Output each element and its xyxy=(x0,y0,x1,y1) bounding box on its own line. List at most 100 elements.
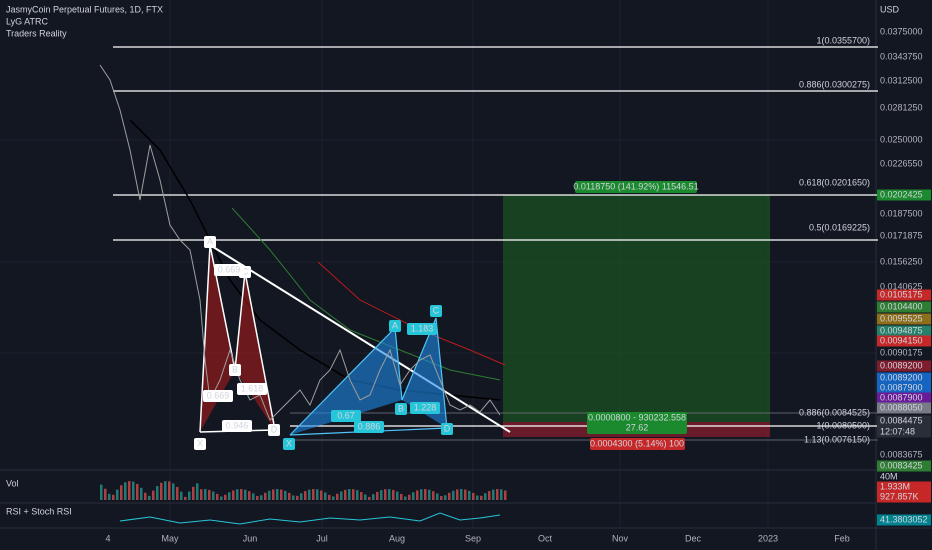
pattern-label-bg xyxy=(229,364,241,376)
pattern-label: 1.618 xyxy=(241,383,264,393)
volume-bar xyxy=(500,489,503,500)
volume-bar xyxy=(492,489,495,500)
volume-bar xyxy=(284,490,287,500)
price-tag xyxy=(877,426,931,438)
price-tag xyxy=(877,392,931,404)
price-tag xyxy=(877,189,931,201)
volume-bar xyxy=(252,493,255,500)
price-tag-label: 0.0087900 xyxy=(880,392,923,402)
volume-bar xyxy=(320,490,323,500)
volume-bar xyxy=(356,490,359,500)
volume-bar xyxy=(440,496,443,500)
volume-bar xyxy=(476,495,479,500)
volume-bar xyxy=(132,481,135,500)
pattern-label-bg xyxy=(407,323,437,335)
volume-bar xyxy=(344,489,347,500)
price-tag xyxy=(877,460,931,472)
time-label: 2023 xyxy=(758,533,778,543)
pattern-label: A xyxy=(207,236,213,246)
pattern-label-bg xyxy=(389,320,401,332)
pattern-2 xyxy=(289,317,448,436)
position-entry: 0.0000800 - 930232.558 xyxy=(588,412,686,422)
indicator-label: LyG ATRC xyxy=(6,16,49,26)
volume-bar xyxy=(184,496,187,500)
price-tag-label: 0.0095525 xyxy=(880,313,923,323)
volume-bar xyxy=(448,492,451,500)
volume-bar xyxy=(412,492,415,500)
pattern-label: A xyxy=(392,320,398,330)
indicator-label: Traders Reality xyxy=(6,28,67,38)
pattern-label-bg xyxy=(354,421,384,433)
price-tag-label: 0.0104400 xyxy=(880,301,923,311)
volume-bar xyxy=(108,493,111,500)
volume-bar xyxy=(256,495,259,500)
pattern-label: D xyxy=(271,424,278,434)
pattern-label: 1.228 xyxy=(414,402,437,412)
pattern-label: X xyxy=(197,438,203,448)
volume-bar xyxy=(100,484,103,500)
volume-bar xyxy=(460,489,463,500)
volume-bar xyxy=(172,483,175,500)
pattern-label-bg xyxy=(283,438,295,450)
volume-bar xyxy=(408,494,411,500)
time-label: Jul xyxy=(316,533,328,543)
pattern-label: 0.67 xyxy=(337,410,355,420)
volume-bar xyxy=(116,489,119,500)
ma-line xyxy=(231,207,501,381)
price-label: 0.0156250 xyxy=(880,256,923,266)
price-tag xyxy=(877,514,931,526)
time-label: Jun xyxy=(243,533,258,543)
pattern-label: 1.183 xyxy=(411,323,434,333)
volume-bar xyxy=(352,489,355,500)
time-label: Nov xyxy=(612,533,629,543)
rsi-line xyxy=(119,512,501,525)
volume-bar xyxy=(236,489,239,500)
volume-bar xyxy=(464,489,467,500)
price-tag-label: 1.933M xyxy=(880,481,910,491)
price-tag-label: 0.0094150 xyxy=(880,335,923,345)
volume-bar xyxy=(432,491,435,500)
position-stop: 0.0004300 (5.14%) 100 xyxy=(590,438,684,448)
fib-label: 1.13(0.0076150) xyxy=(804,434,870,444)
pattern-label-bg xyxy=(214,264,244,276)
pattern-label: 0.669 xyxy=(218,264,241,274)
price-label: 0.0171875 xyxy=(880,230,923,240)
volume-bar xyxy=(328,494,331,500)
volume-bar xyxy=(232,490,235,500)
price-tag xyxy=(877,360,931,372)
volume-bar xyxy=(420,489,423,500)
time-label: 4 xyxy=(105,533,110,543)
volume-bar xyxy=(160,482,163,500)
volume-bar xyxy=(204,489,207,500)
position-ratio: 27.62 xyxy=(626,422,649,432)
time-label: Sep xyxy=(465,533,481,543)
volume-bar xyxy=(472,492,475,500)
price-tag xyxy=(877,481,931,493)
volume-bar xyxy=(112,494,115,500)
pattern-label: B xyxy=(232,364,238,374)
volume-bar xyxy=(264,492,267,500)
volume-bar xyxy=(484,493,487,500)
volume-bar xyxy=(304,491,307,500)
volume-bar xyxy=(336,493,339,500)
price-tag-label: 0.0089200 xyxy=(880,372,923,382)
volume-bar xyxy=(156,486,159,500)
price-label: 0.0226550 xyxy=(880,158,923,168)
volume-bar xyxy=(400,493,403,500)
pattern-label-bg xyxy=(222,420,252,432)
volume-bar xyxy=(148,495,151,500)
volume-bar xyxy=(312,489,315,500)
time-label: Aug xyxy=(389,533,405,543)
pattern-label-bg xyxy=(194,438,206,450)
price-label: 0.0343750 xyxy=(880,51,923,61)
pattern-label-bg xyxy=(203,390,233,402)
price-label: 0.0083675 xyxy=(880,449,923,459)
target-zone xyxy=(503,195,770,422)
volume-bar xyxy=(120,485,123,500)
pattern-label: C xyxy=(433,305,440,315)
volume-bar xyxy=(376,491,379,500)
volume-bar xyxy=(392,489,395,500)
volume-bar xyxy=(152,490,155,500)
